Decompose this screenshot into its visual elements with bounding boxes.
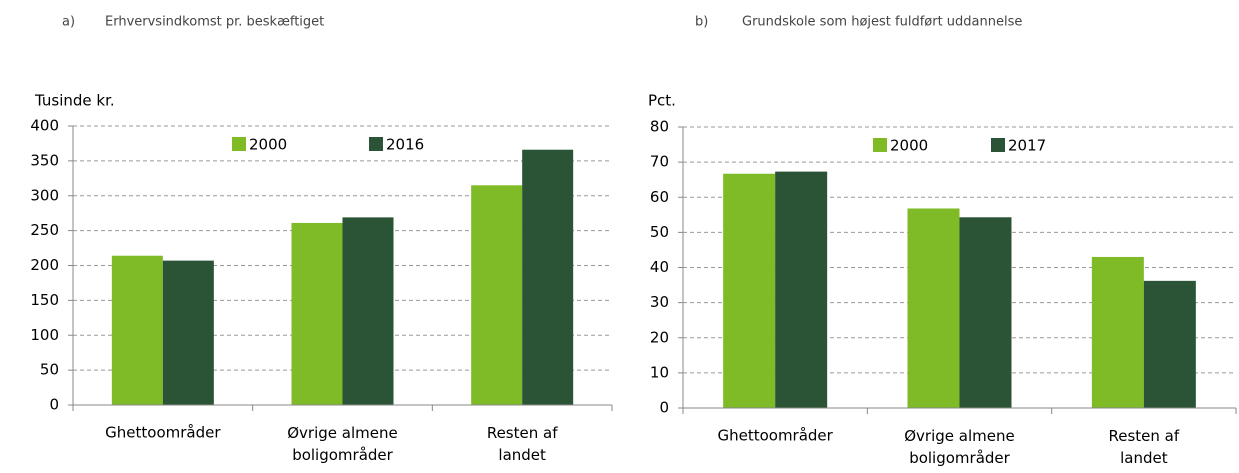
legend-swatch <box>873 138 887 152</box>
y-tick-label: 20 <box>650 328 669 346</box>
y-tick-label: 350 <box>30 151 59 169</box>
bar <box>342 217 394 405</box>
legend-label: 2016 <box>386 136 424 154</box>
x-tick-label: Øvrige almene boligområder <box>904 427 1014 467</box>
x-tick-label: Øvrige almene boligområder <box>287 424 397 464</box>
bar <box>959 217 1012 408</box>
y-tick-label: 0 <box>49 396 59 414</box>
y-tick-label: 300 <box>30 186 59 204</box>
y-tick-label: 100 <box>30 326 59 344</box>
y-tick-label: 60 <box>650 188 669 206</box>
y-tick-label: 10 <box>650 363 669 381</box>
chart-title: Grundskole som højest fuldført uddannels… <box>742 15 1022 30</box>
x-tick-label: Ghettoområder <box>105 424 221 442</box>
y-tick-label: 400 <box>30 117 59 135</box>
x-tick-label: Ghettoområder <box>717 427 833 445</box>
panel-label: b) <box>695 15 708 30</box>
y-tick-label: 250 <box>30 221 59 239</box>
bar <box>471 185 523 405</box>
bar <box>111 255 163 405</box>
bar <box>1143 280 1196 408</box>
y-tick-label: 80 <box>650 118 669 136</box>
panel-label: a) <box>62 15 75 30</box>
x-tick-label: Resten af landet <box>1109 427 1180 467</box>
legend-label: 2017 <box>1008 137 1046 155</box>
y-tick-label: 30 <box>650 293 669 311</box>
y-axis-label: Tusinde kr. <box>34 92 115 110</box>
bar <box>1091 256 1144 408</box>
bar <box>162 260 214 405</box>
y-tick-label: 50 <box>40 361 59 379</box>
bar <box>775 171 828 408</box>
bar <box>522 149 574 405</box>
y-tick-label: 70 <box>650 153 669 171</box>
legend-label: 2000 <box>249 136 287 154</box>
y-tick-label: 40 <box>650 258 669 276</box>
y-tick-label: 150 <box>30 291 59 309</box>
legend-label: 2000 <box>890 137 928 155</box>
y-axis-label: Pct. <box>648 92 676 110</box>
x-tick-label: Resten af landet <box>487 424 558 464</box>
legend-swatch <box>232 137 246 151</box>
legend-swatch <box>369 137 383 151</box>
legend-swatch <box>991 138 1005 152</box>
y-tick-label: 200 <box>30 256 59 274</box>
bar <box>723 173 776 408</box>
bar <box>291 222 343 405</box>
chart-title: Erhvervsindkomst pr. beskæftiget <box>105 15 324 30</box>
y-tick-label: 50 <box>650 223 669 241</box>
y-tick-label: 0 <box>659 399 669 417</box>
bar <box>907 208 960 408</box>
